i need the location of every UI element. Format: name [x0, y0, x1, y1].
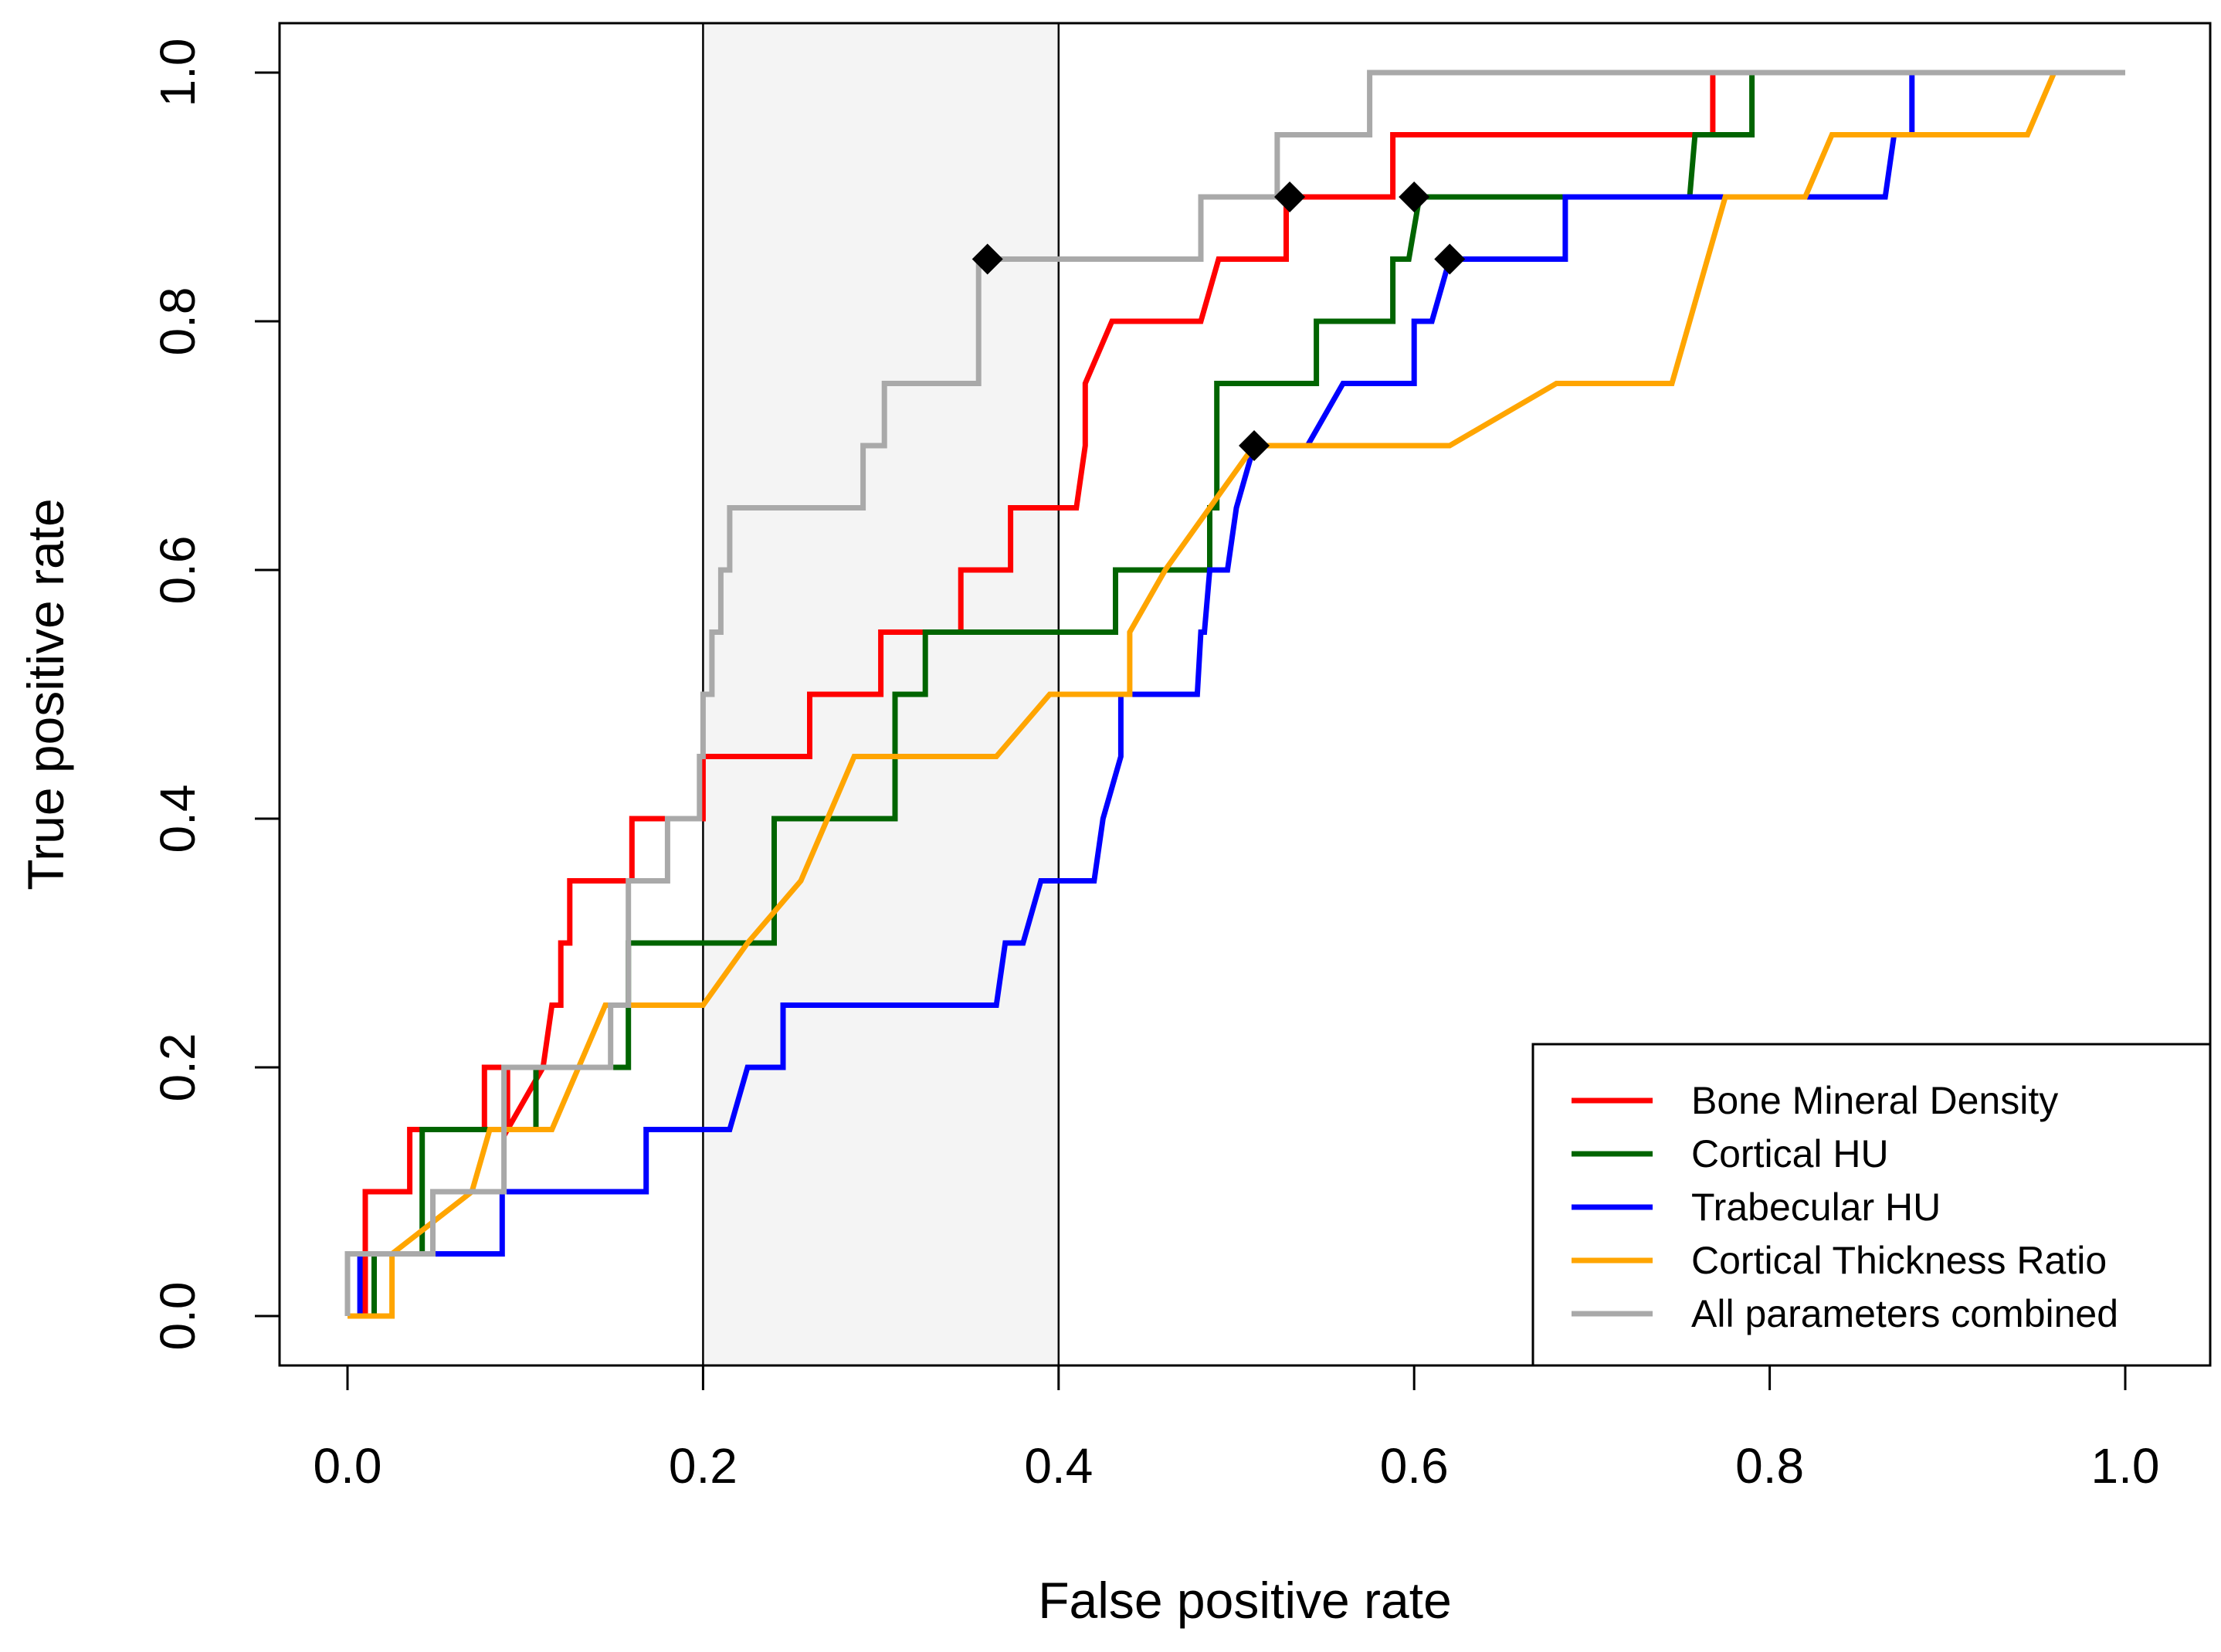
diamond-marker-1 — [1274, 181, 1306, 212]
y-axis-title: True positive rate — [17, 498, 74, 890]
diamond-marker-3 — [1434, 243, 1466, 275]
legend-label-0: Bone Mineral Density — [1691, 1079, 2058, 1122]
x-tick-label-2: 0.4 — [1024, 1438, 1093, 1494]
legend-label-2: Trabecular HU — [1691, 1186, 1941, 1229]
y-tick-label-3: 0.6 — [150, 536, 205, 605]
y-tick-label-4: 0.8 — [150, 287, 205, 356]
legend-label-3: Cortical Thickness Ratio — [1691, 1239, 2107, 1282]
x-tick-label-1: 0.2 — [669, 1438, 738, 1494]
series-line-cortical-thickness-ratio — [348, 71, 2057, 1319]
markers-group — [971, 181, 1466, 461]
x-axis-title: False positive rate — [1038, 1572, 1452, 1629]
series-line-all-parameters-combined — [344, 70, 2125, 1316]
y-tick-label-5: 1.0 — [150, 39, 205, 107]
y-tick-label-2: 0.4 — [150, 785, 205, 853]
x-axis: 0.0 0.2 0.4 0.6 0.8 1.0 — [314, 1364, 2160, 1494]
diamond-marker-2 — [1399, 181, 1430, 212]
x-tick-label-3: 0.6 — [1380, 1438, 1449, 1494]
x-tick-label-5: 1.0 — [2091, 1438, 2160, 1494]
legend-label-1: Cortical HU — [1691, 1132, 1889, 1175]
x-tick-label-4: 0.8 — [1735, 1438, 1804, 1494]
x-tick-label-0: 0.0 — [314, 1438, 382, 1494]
y-axis: 0.0 0.2 0.4 0.6 0.8 1.0 — [150, 39, 281, 1351]
legend: Bone Mineral Density Cortical HU Trabecula… — [1531, 1043, 2212, 1367]
diamond-marker-0 — [971, 243, 1003, 275]
diamond-marker-4 — [1239, 430, 1270, 461]
y-tick-label-1: 0.2 — [150, 1033, 205, 1102]
y-tick-label-0: 0.0 — [150, 1282, 205, 1351]
legend-label-4: All parameters combined — [1691, 1292, 2118, 1335]
